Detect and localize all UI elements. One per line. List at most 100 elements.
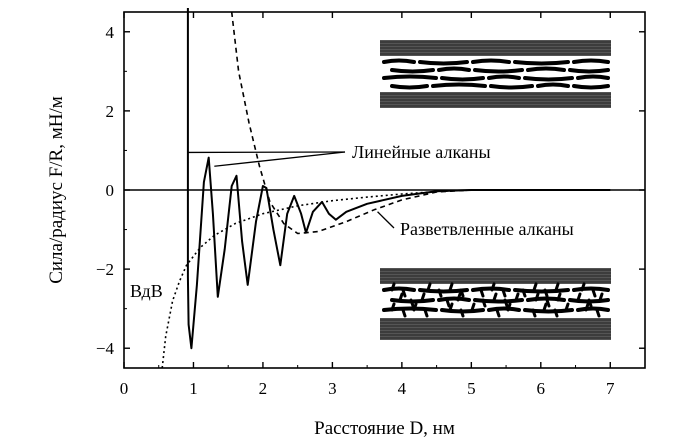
alkane-chain — [523, 308, 574, 314]
series-line-2 — [161, 189, 472, 369]
chain-branch — [437, 288, 443, 298]
chain-branch — [459, 308, 465, 318]
alkane-chain — [489, 84, 534, 90]
chain-branch — [542, 302, 548, 312]
alkane-chain — [572, 84, 610, 90]
x-tick-label: 1 — [189, 379, 198, 398]
chain-branch — [556, 292, 562, 302]
alkane-chain — [572, 286, 610, 292]
alkane-chain — [568, 68, 610, 74]
alkane-chain — [487, 74, 521, 80]
chain-branch — [587, 298, 593, 308]
x-tick-label: 0 — [120, 379, 129, 398]
chain-branch — [492, 292, 498, 302]
chain-branch — [503, 298, 509, 308]
x-tick-label: 4 — [398, 379, 407, 398]
inset-bottom-lower-surface — [380, 318, 611, 340]
inset-top-lower-surface — [380, 92, 611, 108]
x-tick-label: 7 — [606, 379, 615, 398]
chain-branch — [598, 292, 604, 302]
alkane-chain — [382, 286, 416, 292]
chain-branch — [534, 292, 540, 302]
chain-branch — [412, 302, 418, 312]
chain-branch — [390, 302, 396, 312]
chain-branch — [420, 292, 426, 302]
alkane-chain — [390, 68, 435, 74]
chain-branch — [490, 282, 496, 292]
alkane-chain — [437, 296, 471, 302]
chain-branch — [398, 292, 404, 302]
alkane-chain — [418, 60, 469, 66]
alkane-chain — [382, 306, 438, 312]
alkane-chain — [473, 68, 524, 74]
alkane-chain — [431, 82, 487, 88]
chain-branch — [481, 298, 487, 308]
chain-branch — [543, 288, 549, 298]
chain-branch — [448, 302, 454, 312]
chain-branch — [532, 282, 538, 292]
y-tick-label: 0 — [106, 181, 115, 200]
alkane-chain — [513, 60, 570, 66]
annotation-vdw: ВдВ — [130, 281, 163, 301]
annotation-branched: Разветвленные алканы — [400, 219, 574, 239]
alkane-chain — [390, 84, 429, 90]
series-layer — [161, 8, 611, 369]
alkane-chain — [526, 66, 566, 72]
alkane-chain — [440, 76, 485, 82]
alkane-chain — [471, 58, 511, 64]
y-tick-label: −4 — [96, 339, 115, 358]
x-tick-label: 6 — [537, 379, 546, 398]
chain-branch — [390, 282, 396, 292]
x-tick-label: 2 — [259, 379, 268, 398]
chain-branch — [584, 302, 590, 312]
alkane-chain — [526, 296, 566, 302]
chain-branch — [401, 308, 407, 318]
chain-branch — [426, 282, 432, 292]
chain-branch — [545, 298, 551, 308]
inset-bottom-chains — [382, 282, 610, 318]
alkane-chain — [382, 58, 416, 64]
x-tick-label: 3 — [328, 379, 337, 398]
chain-branch — [554, 282, 560, 292]
alkane-chain — [576, 306, 610, 312]
alkane-chain — [572, 58, 610, 64]
alkane-chain — [576, 74, 610, 80]
alkane-chain — [536, 82, 570, 88]
chain-branch — [409, 298, 415, 308]
inset-top-upper-surface — [380, 40, 611, 56]
chain-branch — [470, 302, 476, 312]
leader-line-linear-bottom — [214, 151, 346, 167]
chain-branch — [423, 308, 429, 318]
chain-branch — [580, 282, 586, 292]
alkane-chain — [382, 74, 438, 80]
chain-branch — [521, 288, 527, 298]
chain-branch — [514, 292, 520, 302]
inset-top-chains — [382, 58, 610, 90]
y-tick-label: 2 — [106, 102, 115, 121]
annotation-linear: Линейные алканы — [352, 142, 491, 162]
chain-branch — [576, 292, 582, 302]
leader-line-branched — [377, 211, 395, 229]
alkane-chain — [473, 298, 524, 304]
y-axis-title: Сила/радиус F/R, мН/м — [46, 96, 67, 284]
chain-branch — [456, 292, 462, 302]
x-axis-title: Расстояние D, нм — [314, 418, 455, 439]
chain-branch — [564, 302, 570, 312]
chain-branch — [531, 308, 537, 318]
alkane-chain — [523, 76, 574, 82]
alkane-chain — [418, 288, 469, 294]
series-line-0 — [186, 8, 611, 350]
y-tick-label: 4 — [106, 23, 115, 42]
alkane-chain — [513, 288, 570, 294]
axes: 0 1 2 3 4 5 6 7 −4 −2 0 2 4 Расстояние D, нм Сила/ради… — [46, 11, 646, 439]
chain-branch — [448, 282, 454, 292]
alkane-chain — [437, 66, 471, 72]
molecular-insets — [380, 40, 611, 340]
chain-branch — [401, 288, 407, 298]
chain-branch — [445, 298, 451, 308]
chain-branch — [495, 308, 501, 318]
chain-branch — [591, 288, 597, 298]
series-line-1 — [230, 11, 472, 235]
chain-branch — [553, 308, 559, 318]
